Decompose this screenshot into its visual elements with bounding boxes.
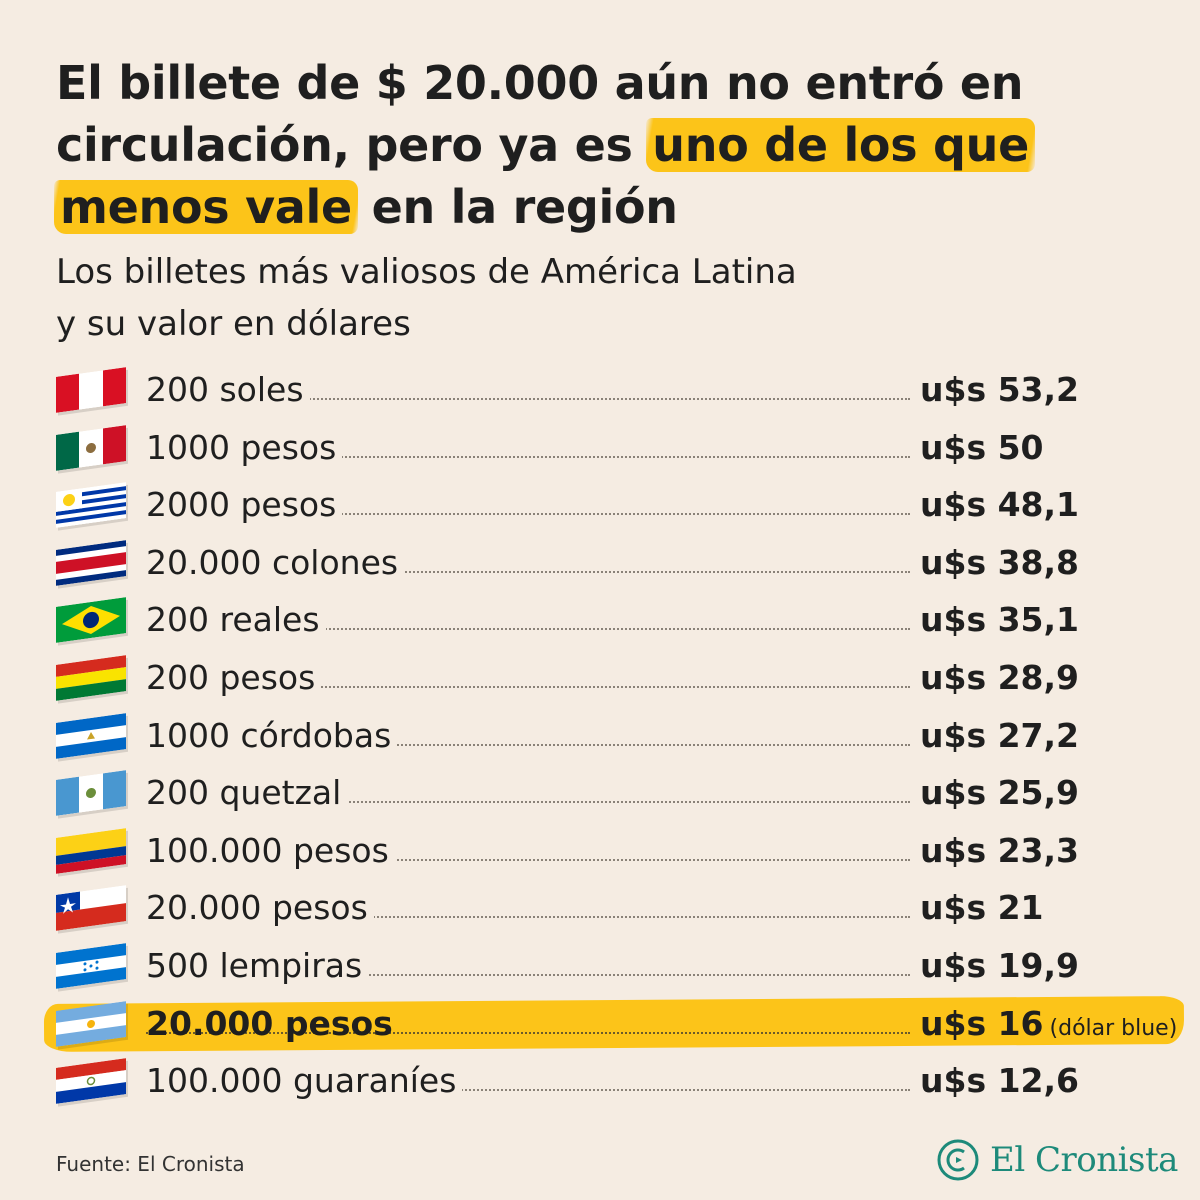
source-note: Fuente: El Cronista	[56, 1152, 245, 1176]
banknote-value: u$s 21	[920, 886, 1044, 930]
value-text: u$s 19,9	[920, 946, 1080, 985]
value-text: u$s 27,2	[920, 715, 1080, 755]
banknote-row-nicaragua: 1000 córdobas u$s 27,2	[0, 710, 1200, 766]
leader-dots	[146, 570, 910, 573]
banknote-value: u$s 38,8	[920, 541, 1079, 585]
flag-brazil-icon	[56, 597, 126, 644]
flag-paraguay-icon	[56, 1058, 126, 1105]
banknote-row-paraguay: 100.000 guaraníes u$s 12,6	[0, 1055, 1200, 1111]
banknote-label: 200 soles	[146, 368, 310, 412]
value-note: (dólar blue)	[1049, 1015, 1178, 1041]
banknote-row-guatemala: 200 quetzal u$s 25,9	[0, 767, 1200, 823]
banknote-value: u$s 35,1	[920, 598, 1079, 642]
value-text: u$s 35,1	[920, 600, 1080, 640]
leader-dots	[146, 916, 910, 919]
banknote-value: u$s 19,9	[920, 944, 1079, 988]
flag-uruguay-icon	[56, 482, 126, 529]
banknote-value: u$s 27,2	[920, 714, 1079, 758]
leader-dots	[146, 743, 910, 746]
subtitle-line-2: y su valor en dólares	[56, 304, 411, 344]
page-title: El billete de $ 20.000 aún no entró en c…	[54, 52, 1156, 238]
leader-dots	[146, 1031, 910, 1034]
banknote-label: 1000 pesos	[146, 425, 343, 470]
banknote-row-mexico: 1000 pesos u$s 50	[0, 422, 1200, 478]
flag-bolivia-icon	[56, 655, 126, 701]
brand-logo: El Cronista	[936, 1136, 1178, 1184]
banknote-label: 20.000 pesos	[146, 1003, 393, 1043]
banknote-value: u$s 16 (dólar blue)	[920, 1002, 1177, 1051]
value-text: u$s 23,3	[920, 830, 1080, 870]
banknote-label: 100.000 pesos	[146, 828, 395, 873]
flag-costa-rica-icon	[56, 539, 126, 586]
leader-dots	[146, 801, 910, 804]
flag-colombia-icon	[56, 827, 126, 874]
banknote-label: 200 reales	[146, 598, 326, 643]
banknote-label: 2000 pesos	[146, 483, 343, 528]
value-text: u$s 28,9	[920, 658, 1080, 697]
subtitle-line-1: Los billetes más valiosos de América Lat…	[56, 252, 797, 292]
banknote-label: 20.000 pesos	[146, 886, 374, 931]
flag-argentina-icon	[56, 1000, 126, 1047]
flag-nicaragua-icon	[56, 712, 126, 759]
leader-dots	[146, 513, 910, 516]
banknote-row-peru: 200 soles u$s 53,2	[0, 364, 1200, 420]
banknote-row-uruguay: 2000 pesos u$s 48,1	[0, 479, 1200, 535]
page-subtitle: Los billetes más valiosos de América Lat…	[56, 246, 1006, 350]
leader-dots	[146, 974, 910, 976]
cronista-logo-icon	[937, 1139, 979, 1181]
banknote-value: u$s 23,3	[920, 829, 1079, 873]
banknote-row-bolivia: 200 pesos u$s 28,9	[0, 652, 1200, 708]
banknote-value: u$s 53,2	[920, 368, 1079, 412]
banknote-value: u$s 48,1	[920, 483, 1079, 527]
flag-guatemala-icon	[56, 770, 126, 817]
banknote-label: 1000 córdobas	[146, 713, 398, 758]
banknote-value: u$s 50	[920, 426, 1044, 470]
banknote-row-colombia: 100.000 pesos u$s 23,3	[0, 825, 1200, 881]
banknote-label: 500 lempiras	[146, 944, 369, 988]
brand-name: El Cronista	[990, 1140, 1178, 1180]
flag-peru-icon	[56, 367, 126, 413]
banknote-row-honduras: 500 lempiras u$s 19,9	[0, 940, 1200, 996]
banknote-value: u$s 28,9	[920, 656, 1079, 700]
banknote-label: 100.000 guaraníes	[146, 1059, 463, 1104]
value-text: u$s 48,1	[920, 485, 1080, 525]
banknote-row-costa-rica: 20.000 colones u$s 38,8	[0, 537, 1200, 593]
value-text: u$s 12,6	[920, 1061, 1080, 1101]
value-text: u$s 21	[920, 888, 1044, 928]
banknote-label: 20.000 colones	[146, 540, 405, 585]
title-part-1: El billete de $ 20.000 aún no entró en c…	[56, 56, 1024, 172]
flag-mexico-icon	[56, 424, 126, 471]
banknote-value: u$s 25,9	[920, 771, 1079, 815]
leader-dots	[146, 455, 910, 458]
banknote-row-chile: 20.000 pesos u$s 21	[0, 882, 1200, 938]
value-text: u$s 25,9	[920, 773, 1080, 813]
banknote-label: 200 quetzal	[146, 771, 348, 816]
value-text: u$s 50	[920, 427, 1044, 467]
leader-dots	[146, 398, 910, 400]
banknote-row-argentina: 20.000 pesos u$s 16 (dólar blue)	[0, 995, 1200, 1054]
title-part-2: en la región	[355, 180, 678, 234]
value-text: u$s 38,8	[920, 542, 1080, 582]
leader-dots	[146, 686, 910, 688]
leader-dots	[146, 1089, 910, 1092]
banknote-label: 200 pesos	[146, 656, 322, 700]
leader-dots	[146, 628, 910, 631]
value-text: u$s 16	[920, 1003, 1044, 1043]
banknote-row-brazil: 200 reales u$s 35,1	[0, 594, 1200, 650]
flag-chile-icon	[56, 885, 126, 932]
flag-honduras-icon	[56, 943, 126, 989]
leader-dots	[146, 858, 910, 861]
banknote-value: u$s 12,6	[920, 1059, 1079, 1103]
value-text: u$s 53,2	[920, 370, 1080, 409]
